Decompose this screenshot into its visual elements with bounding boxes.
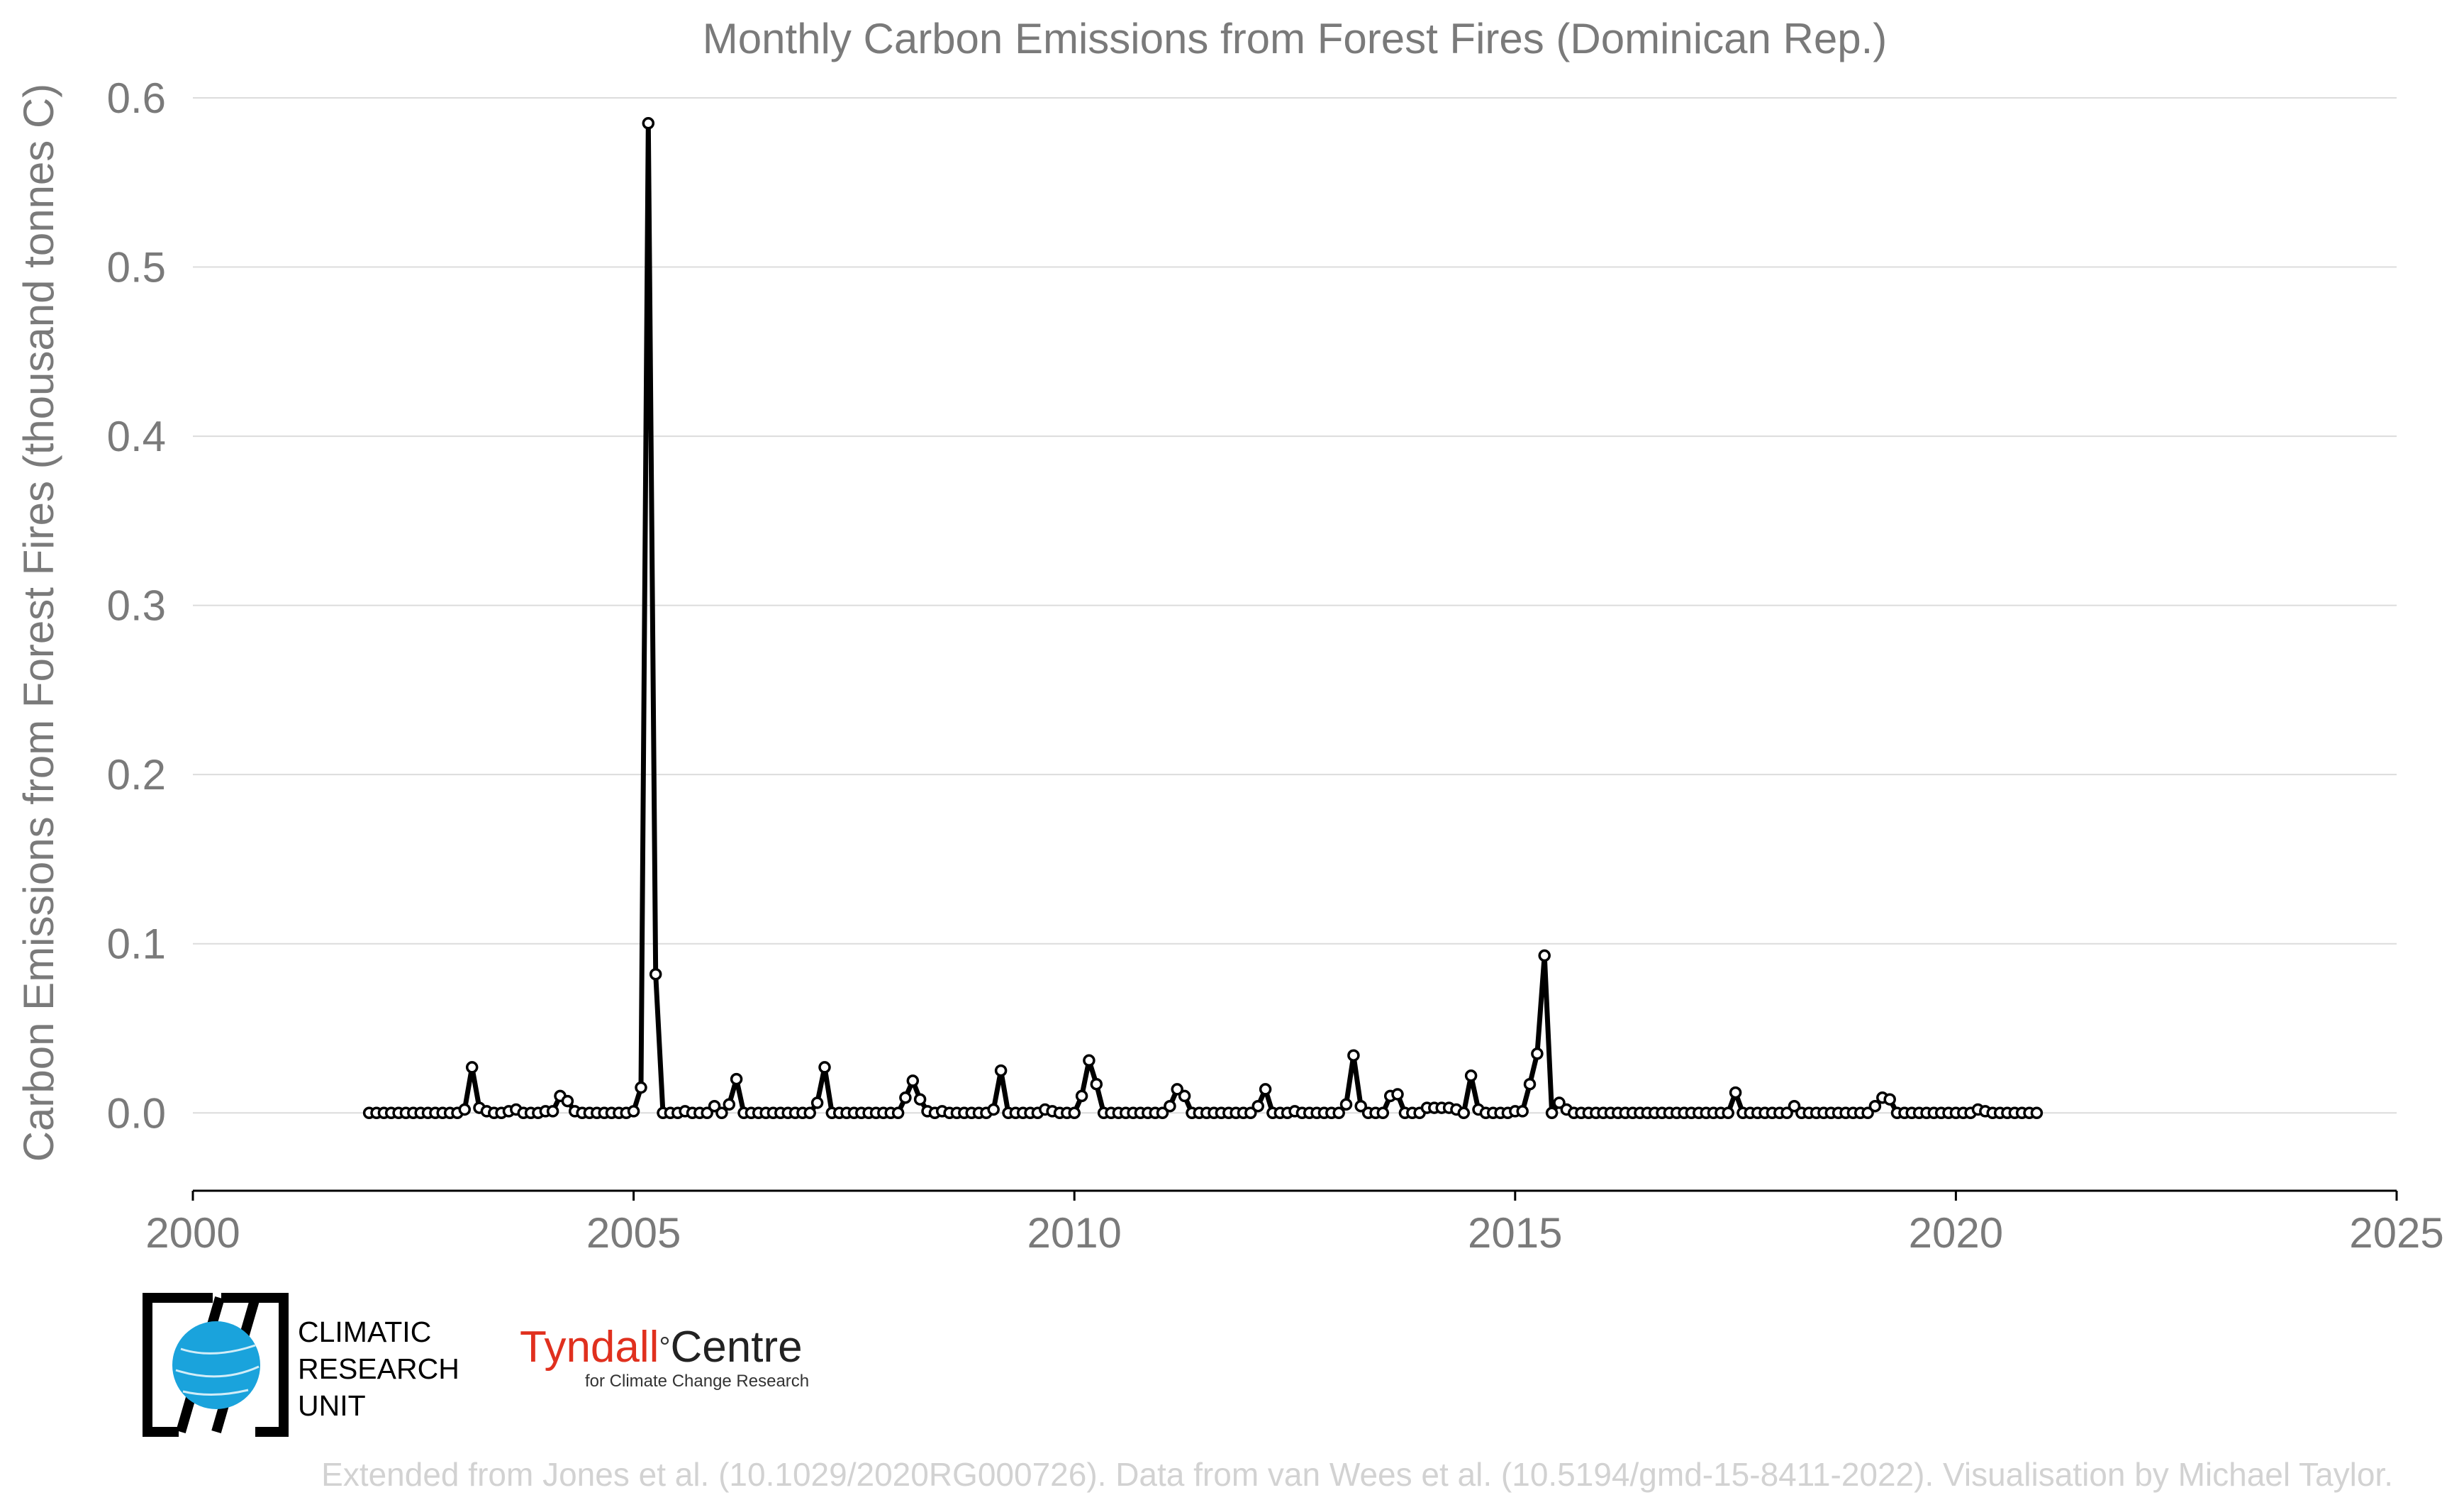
cru-globe-icon — [143, 1293, 289, 1437]
data-point — [1354, 1099, 1367, 1113]
data-point — [1391, 1088, 1404, 1101]
x-tick-label: 2005 — [586, 1209, 681, 1257]
data-point — [1523, 1077, 1537, 1091]
data-point — [1464, 1069, 1478, 1082]
data-point — [642, 117, 655, 130]
grid-lines — [193, 97, 2397, 1114]
x-tick-label: 2000 — [145, 1209, 240, 1257]
data-point — [627, 1105, 640, 1118]
data-point — [1164, 1099, 1176, 1113]
data-point — [803, 1106, 816, 1120]
data-point — [1259, 1083, 1272, 1096]
data-point — [465, 1061, 479, 1074]
credit-line: Extended from Jones et al. (10.1029/2020… — [321, 1456, 2393, 1493]
data-point — [1868, 1099, 1882, 1113]
data-point — [1075, 1089, 1088, 1103]
y-tick-label: 0.4 — [107, 413, 166, 460]
y-tick-label: 0.6 — [107, 74, 166, 122]
data-point — [1178, 1089, 1191, 1103]
tyndall-logo: Tyndall°Centre for Climate Change Resear… — [520, 1325, 809, 1391]
y-ticks: 0.0 0.1 0.2 0.3 0.4 0.5 0.6 — [107, 74, 166, 1137]
tyndall-part2: Centre — [670, 1323, 803, 1372]
data-point — [649, 967, 662, 981]
data-point — [1068, 1106, 1081, 1120]
cru-line: UNIT — [298, 1389, 366, 1422]
x-tick-label: 2010 — [1027, 1209, 1121, 1257]
tyndall-part1: Tyndall — [520, 1323, 659, 1372]
data-point — [1332, 1106, 1345, 1120]
series-line — [369, 121, 2037, 1116]
data-point — [1883, 1093, 1896, 1106]
data-point — [1545, 1106, 1559, 1120]
tyndall-subtitle: for Climate Change Research — [585, 1372, 810, 1391]
y-tick-label: 0.5 — [107, 244, 166, 291]
y-tick-label: 0.1 — [107, 921, 166, 968]
data-points — [362, 117, 2044, 1120]
data-point — [1729, 1086, 1742, 1099]
y-tick-label: 0.0 — [107, 1089, 166, 1137]
y-axis-label: Carbon Emissions from Forest Fires (thou… — [15, 84, 62, 1162]
data-point — [891, 1106, 905, 1120]
data-point — [730, 1072, 743, 1086]
data-point — [708, 1099, 721, 1113]
data-point — [1861, 1106, 1874, 1120]
data-point — [1516, 1105, 1529, 1118]
cru-logo — [142, 1292, 291, 1438]
data-point — [1347, 1049, 1360, 1062]
data-point — [1156, 1106, 1169, 1120]
data-point — [1538, 949, 1551, 962]
data-point — [561, 1094, 574, 1108]
data-point — [701, 1106, 713, 1120]
data-point — [1339, 1098, 1353, 1111]
data-point — [1090, 1077, 1103, 1091]
data-point — [899, 1091, 912, 1104]
cru-line: RESEARCH — [298, 1352, 459, 1385]
data-point — [1376, 1106, 1390, 1120]
data-point — [458, 1103, 472, 1116]
y-tick-label: 0.2 — [107, 751, 166, 799]
y-tick-label: 0.3 — [107, 582, 166, 630]
data-point — [994, 1064, 1008, 1077]
data-point — [723, 1098, 736, 1111]
data-point — [1171, 1083, 1183, 1096]
x-ticks: 2000 2005 2010 2015 2020 2025 — [145, 1191, 2444, 1257]
data-point — [818, 1061, 831, 1074]
data-point — [635, 1081, 647, 1094]
tyndall-wordmark: Tyndall°Centre — [520, 1325, 809, 1370]
data-point — [906, 1074, 920, 1087]
data-point — [1553, 1096, 1566, 1109]
x-tick-label: 2020 — [1909, 1209, 2003, 1257]
data-point — [1244, 1106, 1257, 1120]
data-point — [913, 1093, 927, 1106]
data-point — [1457, 1106, 1471, 1120]
data-point — [1722, 1106, 1734, 1120]
data-point — [810, 1096, 824, 1109]
chart: 2000 2005 2010 2015 2020 2025 0.0 0.1 0.2 0.3 0.4… — [15, 15, 2444, 1257]
data-point — [1251, 1099, 1264, 1113]
cru-name: CLIMATIC RESEARCH UNIT — [298, 1313, 459, 1424]
tyndall-degree: ° — [659, 1332, 671, 1363]
x-tick-label: 2015 — [1468, 1209, 1562, 1257]
cru-line: CLIMATIC — [298, 1316, 432, 1348]
data-point — [1083, 1054, 1096, 1067]
data-point — [2030, 1106, 2044, 1120]
x-tick-label: 2025 — [2349, 1209, 2443, 1257]
data-point — [987, 1103, 1000, 1116]
chart-title: Monthly Carbon Emissions from Forest Fir… — [703, 15, 1887, 62]
data-point — [715, 1106, 728, 1120]
data-point — [1780, 1106, 1793, 1120]
data-point — [1788, 1099, 1801, 1113]
data-point — [1531, 1047, 1544, 1060]
data-point — [546, 1105, 559, 1118]
